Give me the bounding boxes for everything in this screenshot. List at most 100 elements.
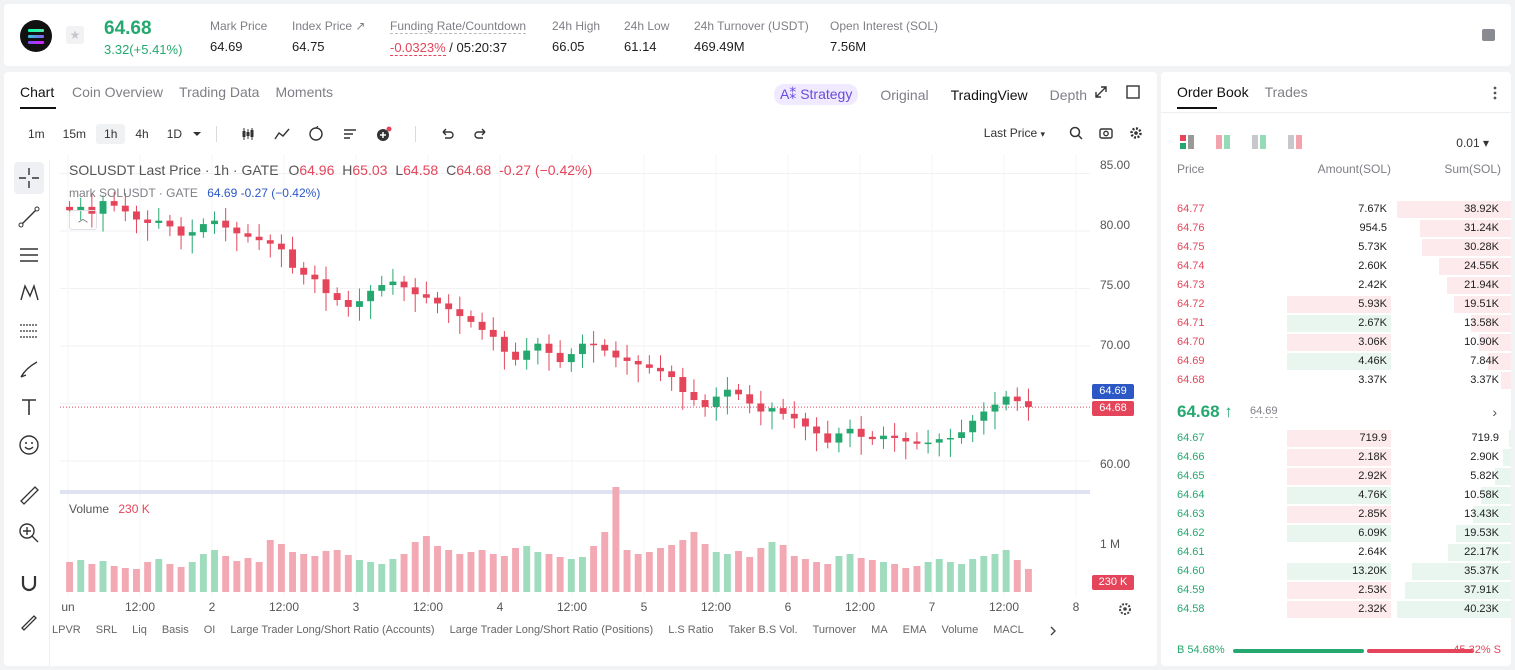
orderbook-row[interactable]: 64.73 2.42K 21.94K <box>1161 276 1511 295</box>
chevron-right-icon[interactable] <box>1048 625 1058 637</box>
fib-icon[interactable] <box>18 320 40 342</box>
trendline-icon[interactable] <box>18 206 40 228</box>
original-button[interactable]: Original <box>880 86 929 103</box>
mark-values: 64.69 -0.27 (−0.42%) <box>207 186 321 200</box>
orderbook-row[interactable]: 64.72 5.93K 19.51K <box>1161 295 1511 314</box>
brush-icon[interactable] <box>18 358 40 380</box>
tab-chart[interactable]: Chart <box>20 84 56 109</box>
stat-index-price[interactable]: Index Price ↗ 64.75 <box>292 19 366 54</box>
orderbook-row[interactable]: 64.66 2.18K 2.90K <box>1161 448 1511 467</box>
indicator-toggle[interactable]: L.S Ratio <box>668 624 714 636</box>
orderbook-row[interactable]: 64.59 2.53K 37.91K <box>1161 581 1511 600</box>
emoji-icon[interactable] <box>18 434 40 456</box>
indicator-toggle[interactable]: Volume <box>941 624 979 636</box>
layout-both-icon[interactable] <box>1179 134 1195 150</box>
magnet-icon[interactable] <box>18 572 40 594</box>
pattern-icon[interactable] <box>18 282 40 304</box>
collapse-legend-button[interactable]: ︿ <box>69 210 97 230</box>
text-icon[interactable] <box>18 396 40 418</box>
time-label: 6 <box>784 600 792 614</box>
orderbook-row[interactable]: 64.58 2.32K 40.23K <box>1161 600 1511 619</box>
gear-icon[interactable] <box>1129 126 1143 140</box>
tf-1d[interactable]: 1D <box>166 127 183 141</box>
orderbook-row[interactable]: 64.74 2.60K 24.55K <box>1161 257 1511 276</box>
layout-split-icon[interactable] <box>1215 134 1231 150</box>
more-vertical-icon[interactable] <box>1493 86 1497 100</box>
price-chart[interactable] <box>60 154 1090 596</box>
pencil-lock-icon[interactable] <box>18 610 40 632</box>
indicator-toggle[interactable]: Basis <box>161 624 189 636</box>
alert-add-icon[interactable] <box>376 126 392 142</box>
tf-15m[interactable]: 15m <box>62 127 87 141</box>
tf-1m[interactable]: 1m <box>28 127 45 141</box>
orderbook-row[interactable]: 64.69 4.46K 7.84K <box>1161 352 1511 371</box>
expand-icon[interactable] <box>1094 85 1108 99</box>
orderbook-row[interactable]: 64.76 954.5 31.24K <box>1161 219 1511 238</box>
tf-1h[interactable]: 1h <box>96 124 126 144</box>
tab-moments[interactable]: Moments <box>275 84 334 100</box>
favorite-star-icon[interactable]: ★ <box>66 26 84 44</box>
indicator-toggle[interactable]: Turnover <box>812 624 857 636</box>
orderbook-row[interactable]: 64.62 6.09K 19.53K <box>1161 524 1511 543</box>
candles-icon[interactable] <box>240 126 256 142</box>
indicator-toggle[interactable]: Taker B.S Vol. <box>728 624 798 636</box>
orderbook-row[interactable]: 64.64 4.76K 10.58K <box>1161 486 1511 505</box>
indicators-icon[interactable] <box>274 126 290 142</box>
tab-coin-overview[interactable]: Coin Overview <box>72 84 164 100</box>
candle <box>133 211 140 220</box>
indicator-toggle[interactable]: MA <box>871 624 888 636</box>
orderbook-row[interactable]: 64.75 5.73K 30.28K <box>1161 238 1511 257</box>
indicator-toggle[interactable]: EMA <box>902 624 927 636</box>
orderbook-row[interactable]: 64.63 2.85K 13.43K <box>1161 505 1511 524</box>
settings-icon[interactable] <box>1118 602 1132 616</box>
search-icon[interactable] <box>1069 126 1083 140</box>
indicator-toggle[interactable]: Large Trader Long/Short Ratio (Accounts) <box>230 624 435 636</box>
tf-4h[interactable]: 4h <box>135 127 149 141</box>
volume-bar <box>489 554 497 592</box>
precision-select[interactable]: 0.01 ▾ <box>1456 136 1489 150</box>
ruler-icon[interactable] <box>18 484 40 506</box>
price-source-select[interactable]: Last Price ▾ <box>983 126 1045 140</box>
templates-icon[interactable] <box>342 126 358 142</box>
orderbook-row[interactable]: 64.70 3.06K 10.90K <box>1161 333 1511 352</box>
camera-icon[interactable] <box>1099 126 1113 140</box>
orderbook-row[interactable]: 64.68 3.37K 3.37K <box>1161 371 1511 390</box>
indicator-toggle[interactable]: Large Trader Long/Short Ratio (Positions… <box>449 624 654 636</box>
indicator-toggle[interactable]: Liq <box>132 624 147 636</box>
row-sum: 719.9 <box>1471 432 1499 444</box>
row-price: 64.58 <box>1177 603 1205 615</box>
time-axis[interactable]: un 12:00 2 12:00 3 12:00 4 12:00 5 12:00 6 12:00 7 12… <box>60 600 1090 616</box>
tab-trades[interactable]: Trades <box>1264 84 1308 100</box>
strategy-button[interactable]: A⁑ Strategy <box>773 84 859 105</box>
parallel-lines-icon[interactable] <box>18 244 40 266</box>
layout-asks-icon[interactable] <box>1287 134 1303 150</box>
layout-bids-icon[interactable] <box>1251 134 1267 150</box>
indicator-toggle[interactable]: LPVR <box>52 624 81 636</box>
orderbook-row[interactable]: 64.65 2.92K 5.82K <box>1161 467 1511 486</box>
price-axis[interactable]: 85.00 80.00 75.00 70.00 60.00 64.69 64.6… <box>1090 154 1157 590</box>
zoom-in-icon[interactable] <box>18 522 40 544</box>
orderbook-row[interactable]: 64.61 2.64K 22.17K <box>1161 543 1511 562</box>
tab-order-book[interactable]: Order Book <box>1177 84 1249 109</box>
candle <box>712 396 720 407</box>
indicator-toggle[interactable]: MACL <box>993 624 1024 636</box>
depth-button[interactable]: Depth <box>1049 86 1087 103</box>
crosshair-tool[interactable] <box>14 162 44 194</box>
compare-icon[interactable] <box>308 126 324 142</box>
indicator-toggle[interactable]: SRL <box>95 624 118 636</box>
indicator-toggle[interactable]: OI <box>203 624 216 636</box>
window-icon[interactable] <box>1126 85 1140 99</box>
orderbook-row[interactable]: 64.67 719.9 719.9 <box>1161 429 1511 448</box>
orderbook-row[interactable]: 64.77 7.67K 38.92K <box>1161 200 1511 219</box>
undo-icon[interactable] <box>439 126 455 142</box>
redo-icon[interactable] <box>473 126 489 142</box>
orderbook-row[interactable]: 64.71 2.67K 13.58K <box>1161 314 1511 333</box>
tab-trading-data[interactable]: Trading Data <box>179 84 260 100</box>
book-icon[interactable] <box>1482 29 1495 41</box>
orderbook-row[interactable]: 64.60 13.20K 35.37K <box>1161 562 1511 581</box>
tradingview-button[interactable]: TradingView <box>950 86 1028 103</box>
chevron-down-icon[interactable] <box>192 129 202 139</box>
chart-panel: Chart Coin Overview Trading Data Moments… <box>4 72 1157 666</box>
chevron-right-icon[interactable]: › <box>1492 404 1497 420</box>
row-price: 64.70 <box>1177 336 1205 348</box>
